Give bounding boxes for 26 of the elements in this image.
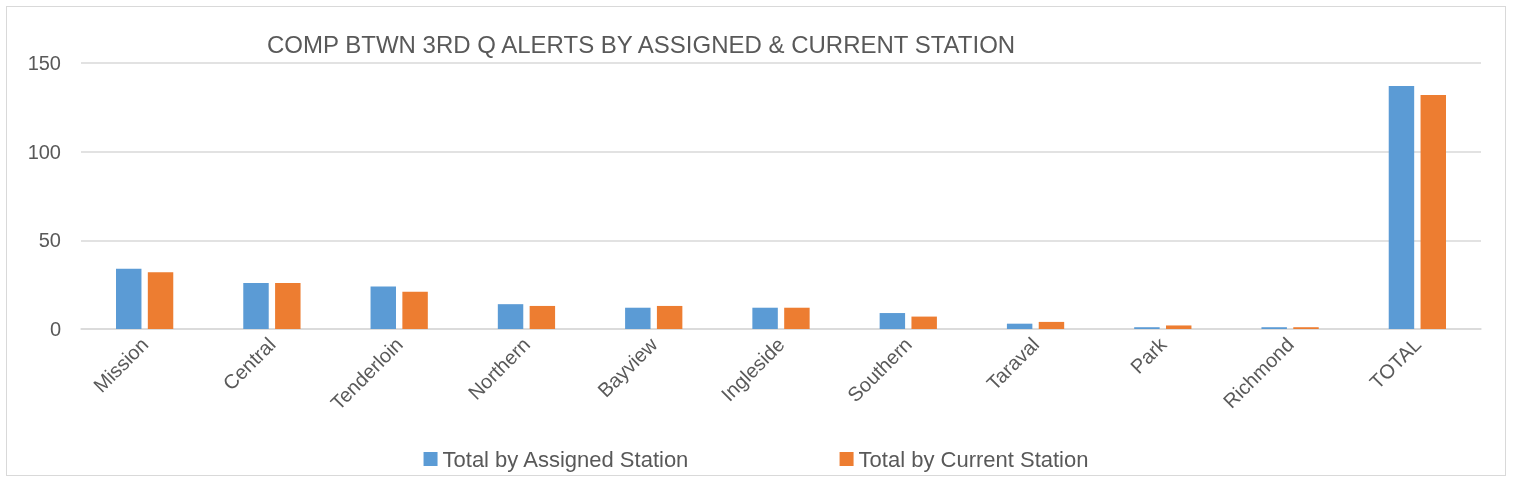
bar — [1166, 325, 1192, 329]
y-tick-label: 100 — [27, 140, 61, 163]
bar — [1006, 323, 1033, 329]
bar — [275, 282, 301, 329]
bar — [147, 272, 174, 329]
bar — [784, 307, 810, 329]
bar — [497, 304, 524, 329]
y-tick-label: 0 — [49, 318, 61, 340]
bar — [1388, 86, 1415, 329]
y-tick-label: 50 — [38, 229, 61, 252]
bar — [879, 313, 906, 329]
bar — [243, 282, 269, 329]
chart-title: COMP BTWN 3RD Q ALERTS BY ASSIGNED & CURRENT STATION — [267, 30, 1016, 58]
bar — [370, 286, 396, 329]
bar — [656, 305, 683, 329]
bar — [752, 307, 778, 329]
bar — [402, 291, 428, 329]
bar — [116, 268, 142, 329]
bar — [625, 307, 651, 329]
bar — [529, 305, 556, 329]
legend-label: Total by Current Station — [858, 446, 1089, 472]
y-tick-label: 150 — [27, 52, 61, 74]
legend-label: Total by Assigned Station — [442, 446, 689, 472]
bar — [1420, 94, 1446, 329]
bar — [1038, 321, 1065, 329]
bar — [911, 316, 937, 329]
